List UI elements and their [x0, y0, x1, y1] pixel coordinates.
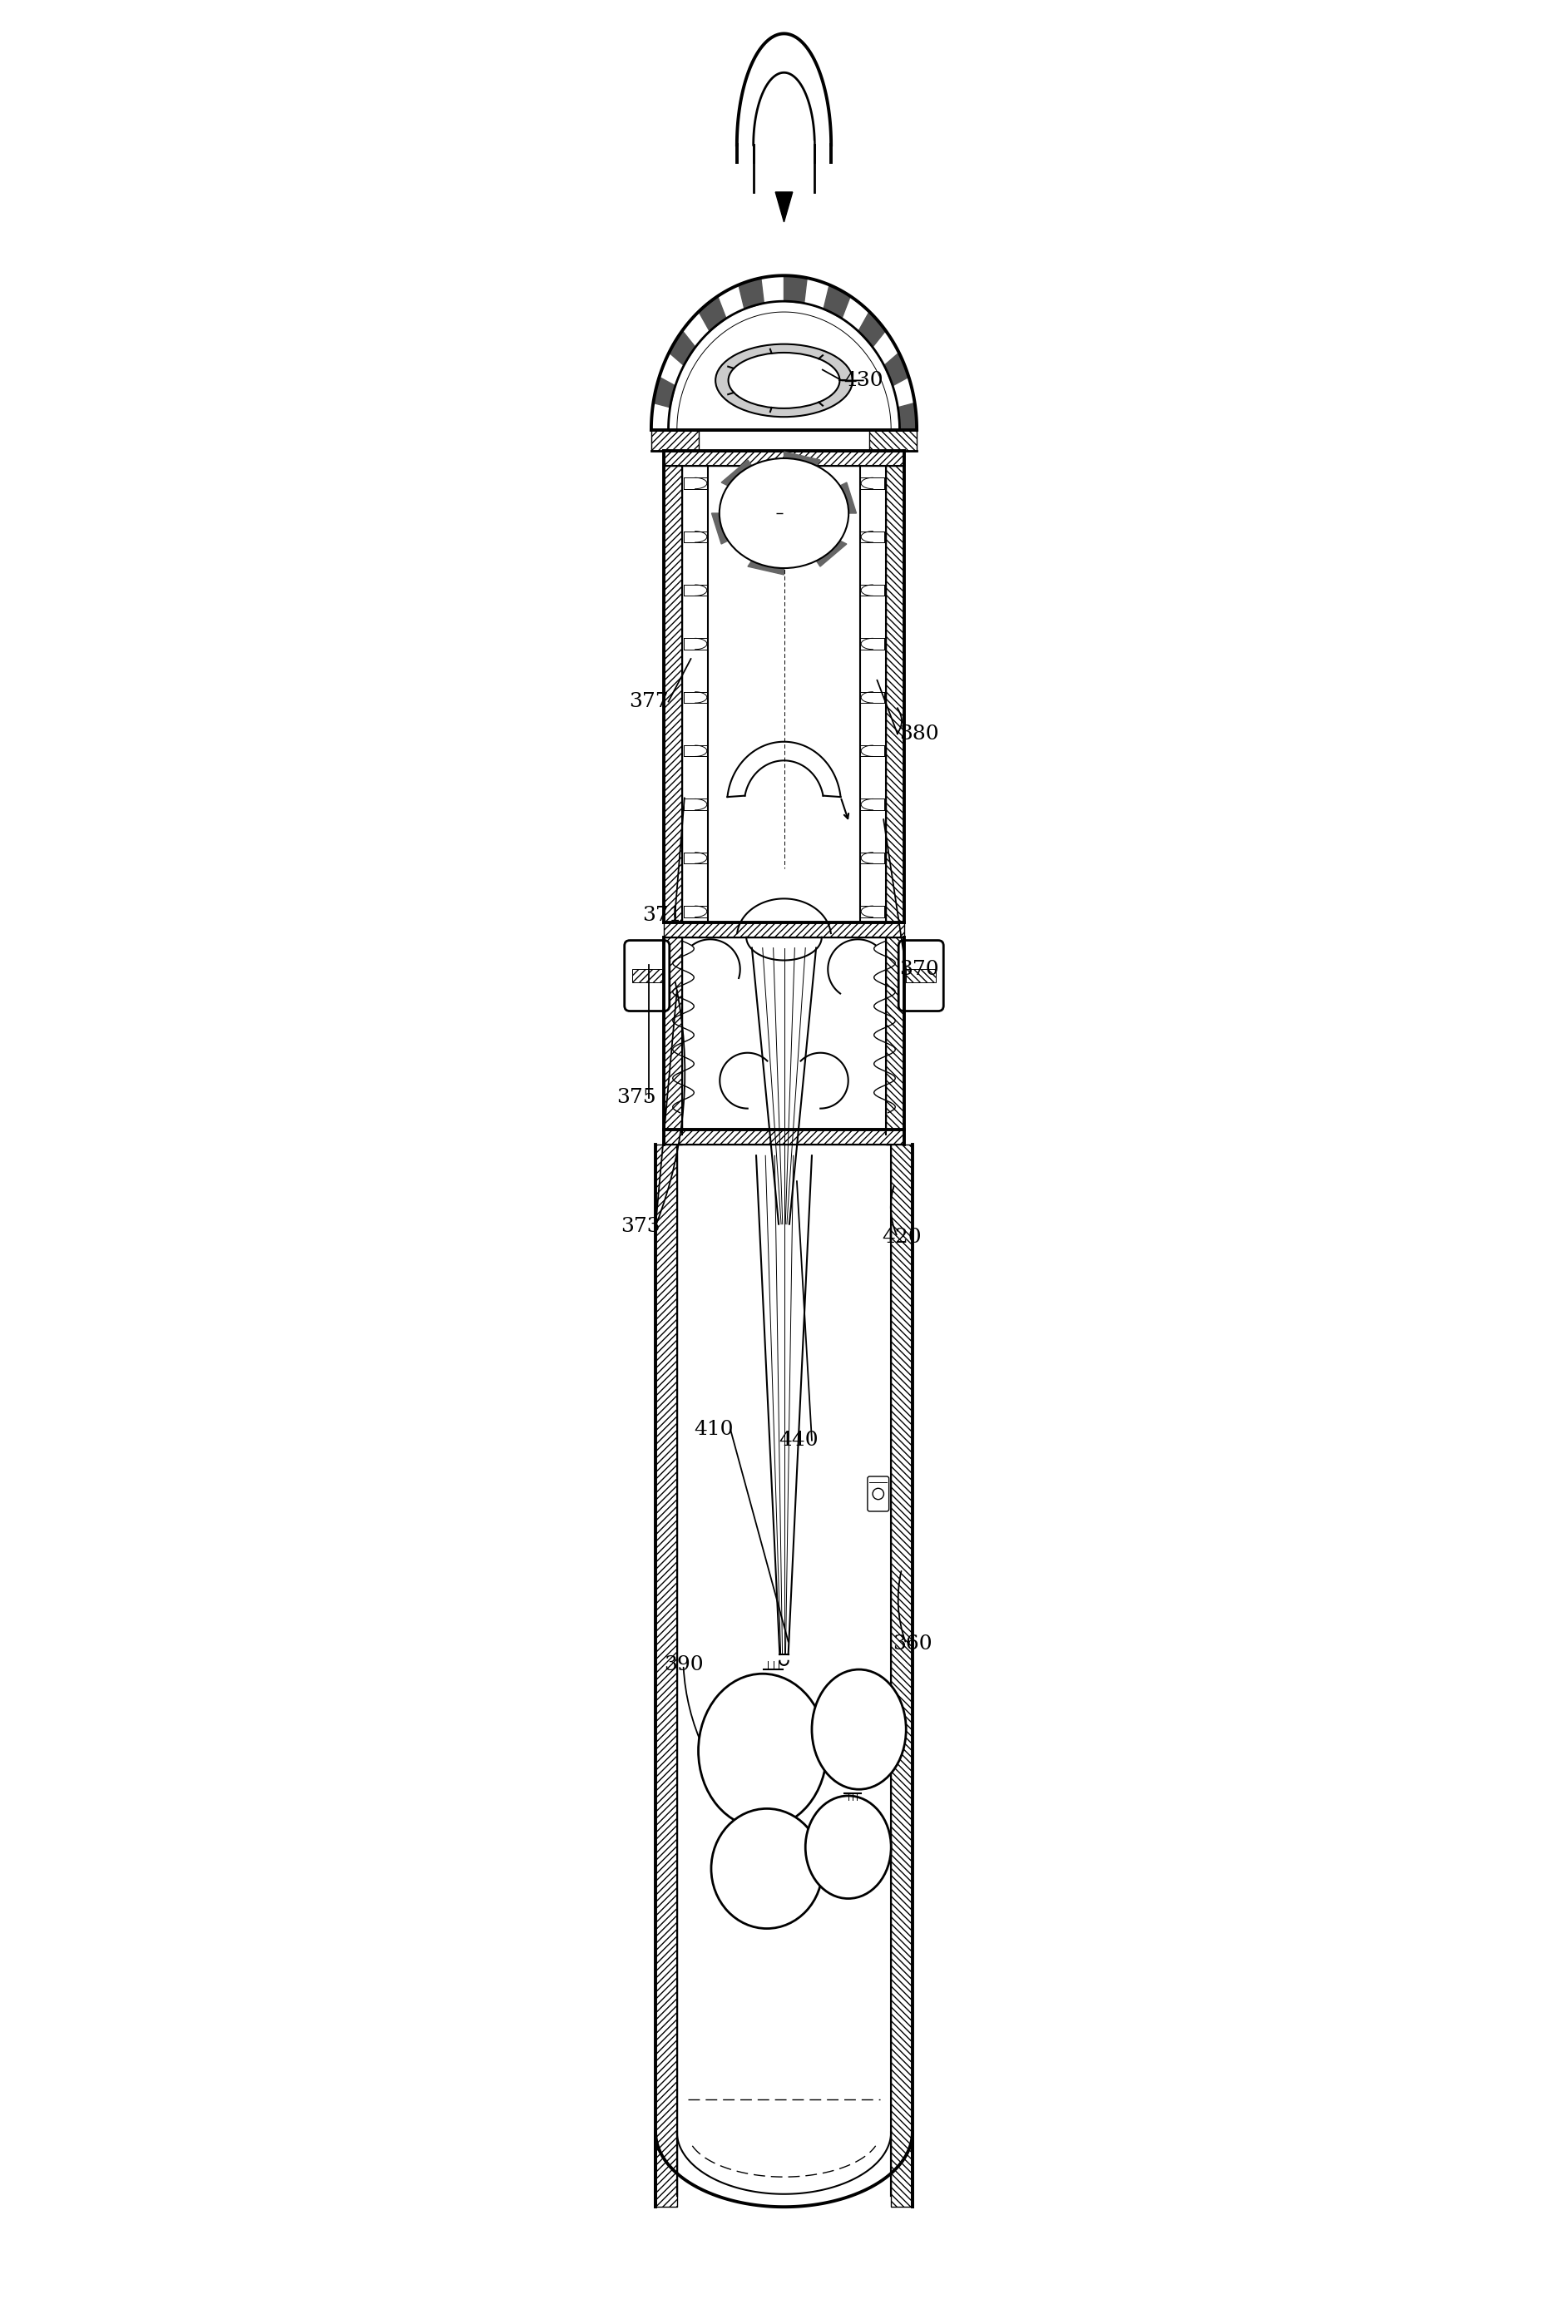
Text: 375: 375 [616, 1088, 655, 1106]
Polygon shape [906, 969, 936, 983]
Polygon shape [654, 376, 676, 407]
Polygon shape [756, 142, 812, 198]
Polygon shape [891, 1146, 913, 2208]
Polygon shape [712, 514, 728, 544]
Polygon shape [886, 937, 903, 1146]
Text: 430: 430 [844, 372, 883, 390]
Text: 370: 370 [898, 960, 939, 978]
Ellipse shape [698, 1673, 826, 1829]
Polygon shape [632, 969, 662, 983]
Ellipse shape [712, 1808, 823, 1929]
Polygon shape [858, 311, 886, 346]
Polygon shape [665, 1129, 903, 1146]
Polygon shape [655, 1146, 677, 2208]
Polygon shape [721, 460, 751, 486]
Polygon shape [870, 430, 917, 451]
Text: 371: 371 [643, 906, 682, 925]
Polygon shape [739, 279, 764, 309]
Polygon shape [665, 451, 682, 923]
Polygon shape [817, 541, 847, 567]
FancyBboxPatch shape [898, 941, 944, 1011]
Ellipse shape [720, 458, 848, 567]
Polygon shape [898, 402, 917, 430]
Polygon shape [776, 193, 792, 223]
Text: 380: 380 [898, 725, 939, 744]
Polygon shape [665, 923, 903, 937]
Ellipse shape [715, 344, 853, 416]
Polygon shape [886, 451, 903, 923]
Polygon shape [823, 286, 850, 318]
Ellipse shape [812, 1669, 906, 1789]
Polygon shape [665, 451, 903, 467]
Text: 373: 373 [621, 1218, 660, 1236]
Ellipse shape [728, 353, 840, 409]
Text: 390: 390 [663, 1655, 702, 1676]
FancyBboxPatch shape [867, 1476, 889, 1511]
Polygon shape [670, 330, 696, 365]
Polygon shape [748, 560, 784, 574]
Polygon shape [665, 937, 682, 1146]
Polygon shape [884, 353, 909, 386]
Polygon shape [784, 277, 808, 302]
Text: 420: 420 [881, 1227, 922, 1246]
Text: 360: 360 [892, 1634, 933, 1652]
Polygon shape [715, 344, 853, 416]
Text: 440: 440 [779, 1432, 818, 1450]
Ellipse shape [806, 1796, 891, 1899]
Text: 377: 377 [629, 693, 670, 711]
Polygon shape [651, 430, 698, 451]
Polygon shape [784, 451, 820, 465]
FancyBboxPatch shape [624, 941, 670, 1011]
Polygon shape [840, 483, 856, 514]
Text: 410: 410 [693, 1420, 734, 1439]
Polygon shape [699, 295, 726, 332]
